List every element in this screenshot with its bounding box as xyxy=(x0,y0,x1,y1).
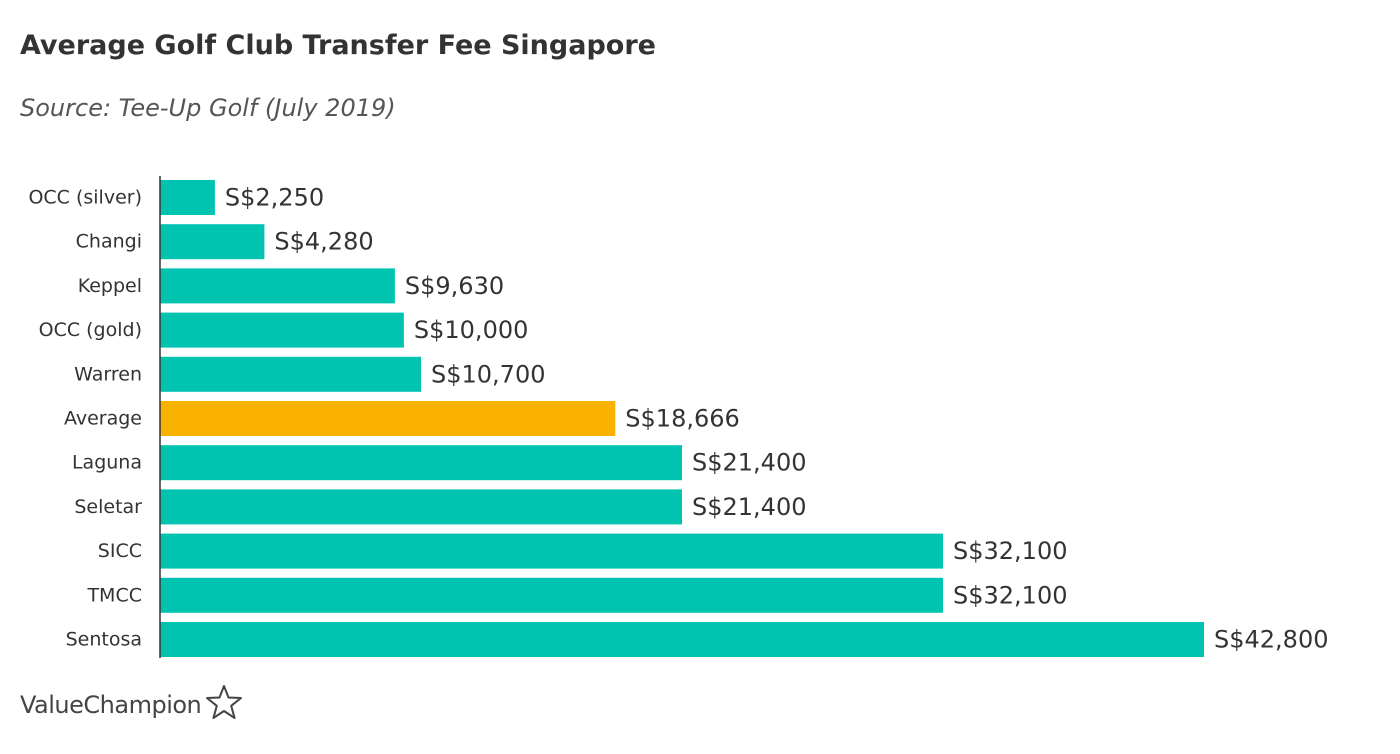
bar-occ-silver xyxy=(160,180,215,215)
bar-average xyxy=(160,401,616,436)
category-label: Seletar xyxy=(74,496,142,518)
star-outline-icon xyxy=(206,685,243,719)
category-label: Average xyxy=(64,408,142,430)
category-label: Laguna xyxy=(72,452,142,474)
category-label: Sentosa xyxy=(66,629,142,651)
category-label: SICC xyxy=(98,540,142,562)
category-label: Changi xyxy=(76,231,142,253)
category-label: Keppel xyxy=(78,275,142,297)
bar-sentosa xyxy=(160,622,1204,657)
bar-laguna xyxy=(160,445,682,481)
bar-seletar xyxy=(160,489,682,525)
chart-subtitle: Source: Tee-Up Golf (July 2019) xyxy=(20,94,396,122)
value-label: S$21,400 xyxy=(692,493,806,521)
category-label: OCC (gold) xyxy=(39,319,142,341)
bar-occ-gold xyxy=(160,312,404,348)
category-label: OCC (silver) xyxy=(28,187,142,209)
value-label: S$21,400 xyxy=(692,449,806,477)
brand-name: ValueChampion xyxy=(20,691,202,719)
value-label: S$32,100 xyxy=(953,537,1067,565)
value-label: S$9,630 xyxy=(405,272,504,300)
value-label: S$18,666 xyxy=(625,405,739,433)
value-label: S$10,700 xyxy=(431,360,545,388)
category-label: Warren xyxy=(74,363,142,385)
bar-keppel xyxy=(160,268,395,304)
bar-sicc xyxy=(160,533,943,569)
value-label: S$4,280 xyxy=(274,228,373,256)
bar-changi xyxy=(160,224,265,260)
brand-logo: ValueChampion xyxy=(20,685,243,720)
chart-title: Average Golf Club Transfer Fee Singapore xyxy=(20,30,656,61)
bar-warren xyxy=(160,356,421,392)
value-label: S$10,000 xyxy=(414,316,528,344)
value-label: S$42,800 xyxy=(1214,626,1328,654)
bar-tmcc xyxy=(160,577,943,613)
value-label: S$2,250 xyxy=(225,184,324,212)
value-label: S$32,100 xyxy=(953,581,1067,609)
category-label: TMCC xyxy=(86,584,142,606)
